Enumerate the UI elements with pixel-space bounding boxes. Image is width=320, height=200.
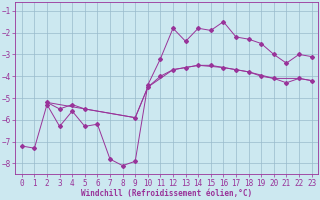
X-axis label: Windchill (Refroidissement éolien,°C): Windchill (Refroidissement éolien,°C) xyxy=(81,189,252,198)
